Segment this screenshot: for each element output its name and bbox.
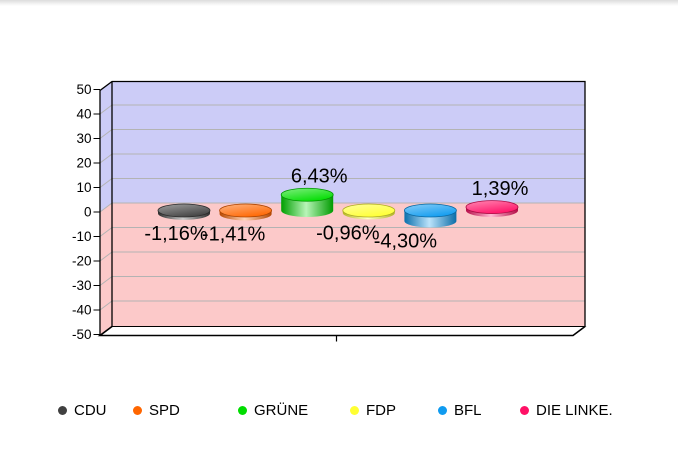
gridline-slant xyxy=(99,251,113,262)
cylinder-bfl xyxy=(403,203,457,228)
y-axis-tick-label: -10 xyxy=(72,229,92,244)
value-label-cdu: -1,16% xyxy=(144,223,208,245)
left-wall-positive xyxy=(100,81,112,212)
y-axis-tick-label: -50 xyxy=(72,327,92,342)
y-axis-tick-label: -30 xyxy=(72,278,92,293)
cylinder-top xyxy=(465,200,519,214)
plot-walls xyxy=(100,81,585,336)
back-wall-positive xyxy=(112,81,585,203)
cylinder-cdu xyxy=(157,203,211,220)
y-axis-tick-label: 20 xyxy=(76,156,91,171)
gridline-slant xyxy=(99,227,113,237)
y-axis-tick-label: 0 xyxy=(84,205,92,220)
gridline-slant xyxy=(99,129,113,139)
back-wall-negative xyxy=(112,203,585,327)
gridline-slant xyxy=(99,104,113,115)
window-top-edge xyxy=(0,0,678,6)
y-axis-tick-label: -20 xyxy=(72,254,92,269)
y-axis-tick-label: 50 xyxy=(76,82,91,97)
value-labels: -1,16%-1,41% 6,43% -0,96%-4,30% 1,39% xyxy=(144,166,528,253)
cylinder-die-linke xyxy=(465,200,519,218)
cylinder-top xyxy=(280,187,334,202)
cylinder-top xyxy=(157,203,211,218)
chart-floor xyxy=(98,326,587,336)
left-wall-negative xyxy=(100,203,112,336)
plot-box-edges xyxy=(97,80,586,342)
y-axis-tick-label: 40 xyxy=(76,107,91,122)
gridline-slant xyxy=(99,153,113,164)
value-label-spd: -1,41% xyxy=(202,223,266,245)
y-axis-tick-label: 10 xyxy=(76,180,91,195)
cylinder-top xyxy=(342,203,396,218)
gridline-slant xyxy=(99,300,113,311)
value-label-bfl: -4,30% xyxy=(374,231,438,253)
cylinder-top xyxy=(403,203,457,218)
cylinders xyxy=(157,187,519,228)
gridlines xyxy=(99,104,585,311)
cylinder-grüne xyxy=(280,187,334,218)
cylinder-top xyxy=(219,203,273,218)
y-axis-tick-label: 30 xyxy=(76,131,91,146)
value-label-grüne: 6,43% xyxy=(291,166,348,188)
gridline-slant xyxy=(99,178,113,188)
value-label-fdp: -0,96% xyxy=(316,222,380,244)
gridline-slant xyxy=(99,202,113,213)
value-label-die-linke: 1,39% xyxy=(472,178,529,200)
y-axis-tick-label: -40 xyxy=(72,303,92,318)
cylinder-spd xyxy=(219,203,273,221)
gridline-slant xyxy=(99,276,113,286)
y-axis: 50 40 30 20 10 0 -10 -20 -30 -40 -50 xyxy=(72,82,100,342)
cylinder-fdp xyxy=(342,203,396,220)
